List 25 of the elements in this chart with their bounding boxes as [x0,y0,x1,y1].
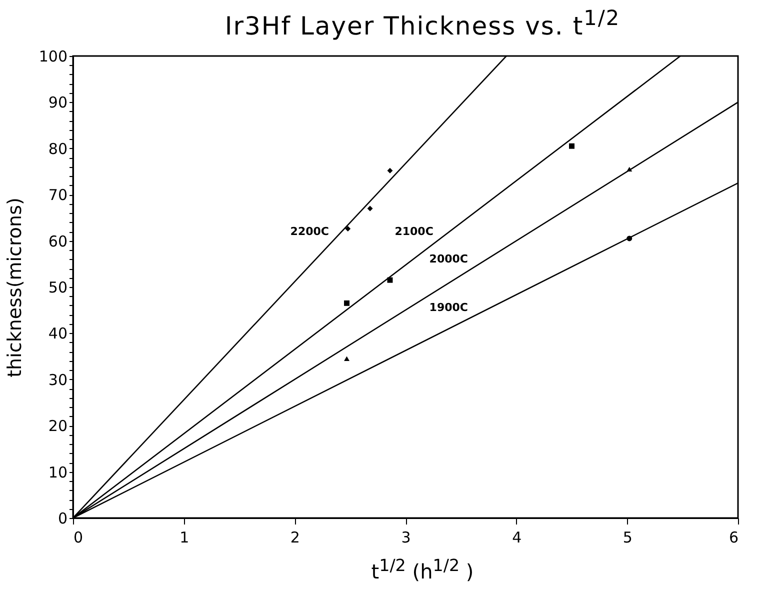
y-tick-label: 50 [48,278,68,296]
series-label: 2200C [290,224,330,238]
y-tick-label: 100 [38,48,68,66]
x-tick-label: 4 [512,528,522,546]
x-tick-label: 1 [180,528,190,546]
y-tick-label: 70 [48,186,68,204]
y-axis-title: thickness(microns) [4,198,26,378]
y-tick-label: 30 [48,370,68,389]
y-tick-label: 20 [48,417,68,436]
x-tick-label: 6 [728,528,738,546]
series-label: 1900C [429,301,468,314]
x-tick-label: 3 [401,528,411,546]
x-tick-label: 5 [622,528,632,546]
y-tick-label: 10 [48,463,68,482]
y-tick-label: 90 [48,94,68,112]
x-axis-title: t$^{1/2}$ (h$^{1/2}$ ) [370,556,475,584]
series-label: 2100C [394,224,434,238]
x-tick-label: 0 [74,528,84,546]
y-tick-label: 0 [58,510,68,528]
y-tick-label: 60 [48,232,68,250]
series-label: 2000C [429,252,468,266]
y-tick-label: 40 [48,324,68,343]
y-tick-label: 80 [48,140,68,158]
chart-title: Ir3Hf Layer Thickness vs. t$^{1/2}$ [224,6,622,40]
x-tick-label: 2 [290,528,300,546]
